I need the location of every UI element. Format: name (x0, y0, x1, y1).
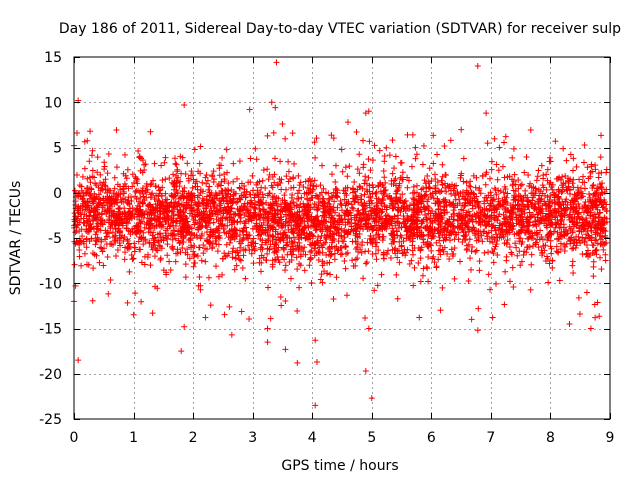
x-tick-label: 4 (308, 430, 317, 446)
y-tick-label: 10 (44, 95, 62, 111)
x-tick-label: 7 (486, 430, 495, 446)
chart: 0 1 2 3 4 5 6 7 8 9 15 10 5 0 -5 -10 -15 -20 -25 Day 186 … (0, 0, 640, 480)
y-tick-label: -5 (48, 231, 62, 247)
y-tick-label: -25 (39, 412, 62, 428)
y-tick-label: 0 (53, 186, 62, 202)
chart-svg: 0 1 2 3 4 5 6 7 8 9 15 10 5 0 -5 -10 -15 -20 -25 Day 186 … (0, 0, 640, 480)
x-axis-label: GPS time / hours (281, 458, 398, 474)
y-tick-label: 5 (53, 141, 62, 157)
x-tick-label: 1 (129, 430, 138, 446)
x-tick-label: 3 (248, 430, 257, 446)
x-tick-label: 5 (367, 430, 376, 446)
x-tick-label: 8 (546, 430, 555, 446)
x-tick-label: 0 (70, 430, 79, 446)
x-tick-label: 9 (606, 430, 615, 446)
y-tick-label: -15 (39, 322, 62, 338)
y-tick-label: -20 (39, 367, 62, 383)
chart-title: Day 186 of 2011, Sidereal Day-to-day VTE… (59, 21, 621, 37)
y-axis-label: SDTVAR / TECUs (8, 181, 24, 296)
x-tick-label: 6 (427, 430, 436, 446)
x-tick-label: 2 (189, 430, 198, 446)
y-tick-label: -10 (39, 276, 62, 292)
y-tick-label: 15 (44, 50, 62, 66)
